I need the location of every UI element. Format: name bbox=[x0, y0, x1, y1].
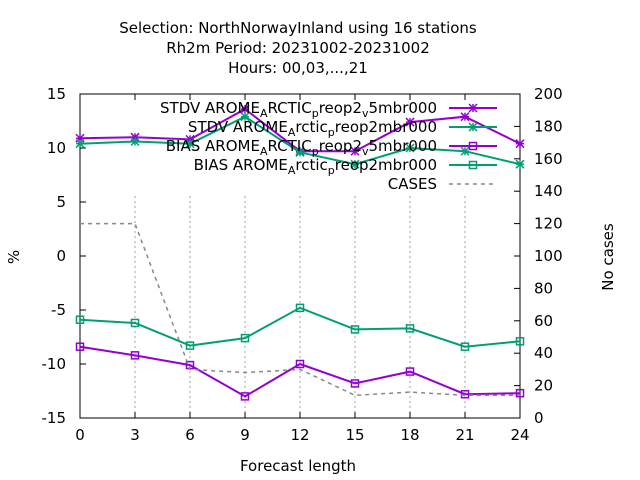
data-point bbox=[75, 342, 85, 351]
data-point bbox=[405, 324, 415, 333]
data-point bbox=[185, 139, 195, 149]
data-point bbox=[460, 146, 470, 156]
y2-tick-label: 200 bbox=[534, 85, 563, 103]
data-point bbox=[75, 315, 85, 324]
y2-tick-label: 160 bbox=[534, 150, 563, 168]
data-point bbox=[515, 388, 525, 398]
legend-entry: STDV AROMEARCTICpreop2v5mbr000 bbox=[160, 99, 497, 120]
data-point bbox=[130, 351, 140, 360]
data-point bbox=[185, 341, 195, 350]
x-axis-label: Forecast length bbox=[240, 457, 356, 475]
data-point bbox=[240, 104, 250, 114]
title-line: Rh2m Period: 20231002-20231002 bbox=[166, 39, 430, 57]
series-3 bbox=[75, 303, 525, 351]
y-axis-label: % bbox=[5, 250, 23, 264]
x-tick-label: 18 bbox=[400, 426, 419, 444]
data-point bbox=[350, 379, 360, 388]
y2-tick-label: 20 bbox=[534, 377, 553, 395]
legend-label: BIAS AROMEARCTICpreop2v5mbr000 bbox=[166, 137, 437, 158]
data-point bbox=[460, 389, 470, 399]
y2-tick-label: 180 bbox=[534, 117, 563, 135]
title-line: Selection: NorthNorwayInland using 16 st… bbox=[119, 19, 477, 37]
data-point bbox=[405, 143, 415, 153]
x-tick-label: 6 bbox=[185, 426, 195, 444]
x-tick-label: 12 bbox=[290, 426, 309, 444]
series-line bbox=[80, 222, 520, 397]
data-point bbox=[468, 122, 478, 132]
y2-tick-label: 120 bbox=[534, 215, 563, 233]
grid-lines bbox=[134, 193, 466, 418]
x-tick-label: 3 bbox=[130, 426, 140, 444]
title-line: Hours: 00,03,...,21 bbox=[228, 59, 368, 77]
legend-entry: BIAS AROMEArcticpreop2mbr000 bbox=[194, 156, 497, 177]
data-point bbox=[468, 103, 478, 113]
legend-entry: BIAS AROMEARCTICpreop2v5mbr000 bbox=[166, 137, 497, 158]
legend-label: STDV AROMEArcticpreop2mbr000 bbox=[188, 118, 437, 139]
series-line bbox=[79, 345, 521, 398]
data-point bbox=[515, 337, 525, 346]
data-point bbox=[460, 342, 470, 351]
data-point bbox=[75, 139, 85, 149]
x-tick-label: 21 bbox=[455, 426, 474, 444]
data-point bbox=[350, 146, 360, 156]
y2-tick-label: 60 bbox=[534, 312, 553, 330]
y2-tick-label: 140 bbox=[534, 182, 563, 200]
chart-title: Selection: NorthNorwayInland using 16 st… bbox=[119, 19, 477, 77]
y-tick-label: -15 bbox=[42, 409, 67, 427]
data-point bbox=[240, 392, 250, 401]
x-tick-label: 0 bbox=[75, 426, 85, 444]
data-point bbox=[405, 117, 415, 127]
data-point bbox=[295, 359, 305, 369]
legend-entry: CASES bbox=[388, 175, 497, 193]
series-1 bbox=[75, 112, 525, 169]
legend-label: STDV AROMEARCTICpreop2v5mbr000 bbox=[160, 99, 437, 120]
series bbox=[75, 104, 525, 401]
axes: 0 3 6 9 12 15 18 21 24 -15 -10 -5 0 5 10 15 0 20 40 60 80 100… bbox=[42, 85, 563, 444]
data-point bbox=[405, 367, 415, 376]
data-point bbox=[295, 303, 305, 313]
data-point bbox=[460, 112, 470, 122]
data-point bbox=[240, 112, 250, 122]
y-tick-label: 0 bbox=[56, 247, 66, 265]
series-4 bbox=[80, 222, 520, 397]
data-point bbox=[468, 141, 478, 151]
y2-tick-label: 40 bbox=[534, 344, 553, 362]
data-point bbox=[295, 147, 305, 157]
x-tick-label: 24 bbox=[510, 426, 529, 444]
y2-tick-label: 0 bbox=[534, 409, 544, 427]
x-tick-label: 9 bbox=[240, 426, 250, 444]
data-point bbox=[515, 139, 525, 149]
data-point bbox=[240, 333, 250, 343]
x-tick-label: 15 bbox=[345, 426, 364, 444]
data-point bbox=[515, 159, 525, 169]
series-line bbox=[79, 306, 521, 348]
data-point bbox=[130, 136, 140, 147]
data-point bbox=[468, 160, 478, 170]
series-2 bbox=[75, 342, 525, 401]
y-tick-label: 15 bbox=[47, 85, 66, 103]
data-point bbox=[350, 325, 360, 334]
y2-tick-label: 100 bbox=[534, 247, 563, 265]
y-tick-label: 10 bbox=[47, 139, 66, 157]
y2-axis-label: No cases bbox=[599, 223, 617, 291]
data-point bbox=[130, 318, 140, 328]
legend-label: BIAS AROMEArcticpreop2mbr000 bbox=[194, 156, 437, 177]
legend-label: CASES bbox=[388, 175, 437, 193]
y2-tick-label: 80 bbox=[534, 279, 553, 297]
y-tick-label: -10 bbox=[42, 355, 67, 373]
legend-entry: STDV AROMEArcticpreop2mbr000 bbox=[188, 118, 497, 139]
y-tick-label: 5 bbox=[56, 193, 66, 211]
y-tick-label: -5 bbox=[51, 301, 66, 319]
data-point bbox=[350, 159, 360, 169]
